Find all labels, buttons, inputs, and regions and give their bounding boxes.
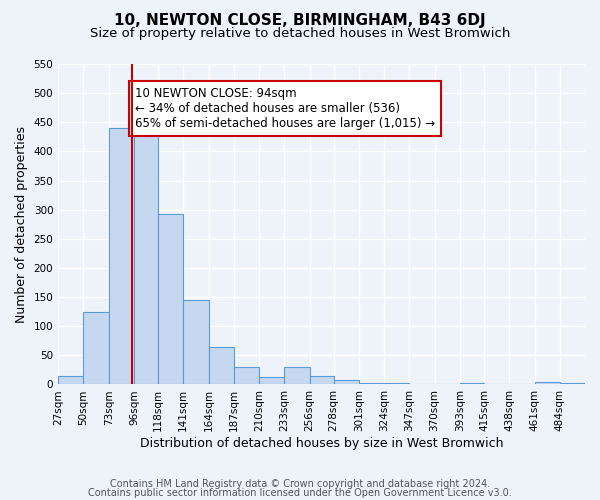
- X-axis label: Distribution of detached houses by size in West Bromwich: Distribution of detached houses by size …: [140, 437, 503, 450]
- Bar: [359, 382, 384, 384]
- Bar: [259, 377, 284, 384]
- Bar: [384, 382, 409, 384]
- Bar: [334, 380, 359, 384]
- Bar: [109, 128, 134, 384]
- Bar: [158, 214, 183, 384]
- Text: Contains HM Land Registry data © Crown copyright and database right 2024.: Contains HM Land Registry data © Crown c…: [110, 479, 490, 489]
- Bar: [234, 367, 259, 384]
- Text: Contains public sector information licensed under the Open Government Licence v3: Contains public sector information licen…: [88, 488, 512, 498]
- Text: Size of property relative to detached houses in West Bromwich: Size of property relative to detached ho…: [90, 28, 510, 40]
- Bar: [284, 367, 310, 384]
- Y-axis label: Number of detached properties: Number of detached properties: [15, 126, 28, 322]
- Bar: [183, 300, 209, 384]
- Text: 10 NEWTON CLOSE: 94sqm
← 34% of detached houses are smaller (536)
65% of semi-de: 10 NEWTON CLOSE: 94sqm ← 34% of detached…: [135, 88, 435, 130]
- Bar: [535, 382, 560, 384]
- Bar: [460, 382, 484, 384]
- Bar: [58, 376, 83, 384]
- Bar: [310, 376, 334, 384]
- Bar: [134, 134, 158, 384]
- Bar: [83, 312, 109, 384]
- Text: 10, NEWTON CLOSE, BIRMINGHAM, B43 6DJ: 10, NEWTON CLOSE, BIRMINGHAM, B43 6DJ: [114, 12, 486, 28]
- Bar: [209, 346, 234, 385]
- Bar: [560, 382, 585, 384]
